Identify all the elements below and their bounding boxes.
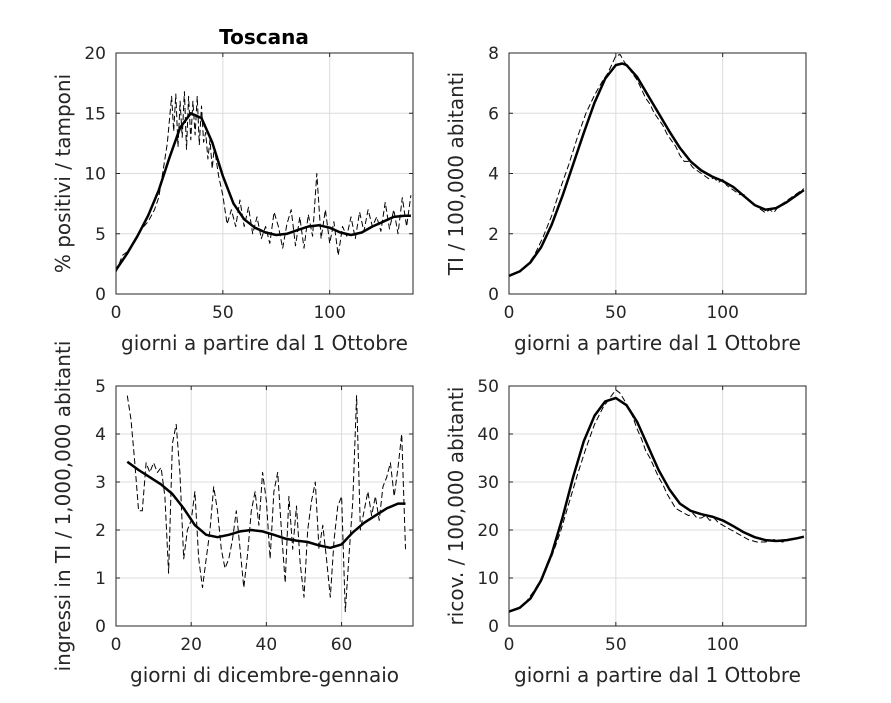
y-axis-label: ricov. / 100,000 abitanti: [444, 387, 468, 626]
subplot-4: 0 50 100 0 10 20 30 40 50 giorni a partire dal 1 …: [444, 377, 807, 687]
ytick-label: 5: [95, 377, 106, 397]
xtick-label: 100: [706, 635, 738, 655]
xtick-label: 0: [504, 303, 515, 323]
plot-area: [509, 386, 806, 626]
ytick-label: 2: [488, 225, 499, 245]
xtick-label: 20: [180, 635, 202, 655]
x-axis-label: giorni a partire dal 1 Ottobre: [121, 331, 408, 355]
ytick-label: 8: [488, 44, 499, 64]
ytick-label: 10: [477, 569, 499, 589]
xtick-label: 50: [605, 635, 627, 655]
xtick-label: 60: [331, 635, 353, 655]
xtick-label: 50: [605, 303, 627, 323]
ytick-label: 0: [488, 617, 499, 637]
subplot-1: 0 50 100 0 5 10 15 20 giorni a partire dal 1 Ott…: [51, 44, 414, 355]
ytick-label: 50: [477, 377, 499, 397]
y-axis-label: ingressi in TI / 1,000,000 abitanti: [51, 341, 75, 672]
y-axis-label: TI / 100,000 abitanti: [444, 72, 468, 276]
figure-title: Toscana: [219, 25, 309, 49]
xtick-label: 50: [212, 303, 234, 323]
ytick-label: 4: [488, 165, 499, 185]
series-smooth-solid: [509, 396, 805, 613]
ytick-label: 20: [477, 521, 499, 541]
xtick-label: 40: [256, 635, 278, 655]
ytick-label: 2: [95, 521, 106, 541]
axes-box: [508, 385, 807, 627]
ytick-label: 0: [95, 285, 106, 305]
x-axis-label: giorni di dicembre-gennaio: [130, 663, 399, 687]
series-raw-dashed: [509, 389, 804, 613]
plot-area: [116, 386, 413, 626]
ytick-label: 4: [95, 425, 106, 445]
subplot-3: 0 20 40 60 0 1 2 3 4 5 giorni di dicembre-gennaio i…: [51, 341, 414, 687]
series-raw-dashed: [116, 91, 412, 273]
ytick-label: 10: [84, 165, 106, 185]
xtick-label: 100: [706, 303, 738, 323]
ytick-label: 15: [84, 104, 106, 124]
ytick-label: 0: [488, 285, 499, 305]
xtick-label: 100: [313, 303, 345, 323]
subplot-2: 0 50 100 0 2 4 6 8 giorni a partire dal 1 Ottobr…: [444, 44, 807, 355]
x-axis-label: giorni a partire dal 1 Ottobre: [514, 663, 801, 687]
y-axis-label: % positivi / tamponi: [51, 74, 75, 273]
series-raw-dashed: [126, 395, 406, 613]
series-smooth-solid: [116, 112, 411, 271]
ytick-label: 1: [95, 569, 106, 589]
ytick-label: 0: [95, 617, 106, 637]
ytick-label: 3: [95, 473, 106, 493]
axes-box: [115, 385, 414, 627]
series-smooth-solid: [509, 62, 805, 278]
ytick-label: 6: [488, 104, 499, 124]
ytick-label: 5: [95, 225, 106, 245]
xtick-label: 0: [111, 635, 122, 655]
xtick-label: 0: [111, 303, 122, 323]
ytick-label: 20: [84, 44, 106, 64]
xtick-label: 0: [504, 635, 515, 655]
ytick-label: 30: [477, 473, 499, 493]
ytick-label: 40: [477, 425, 499, 445]
series-raw-dashed: [509, 54, 805, 277]
x-axis-label: giorni a partire dal 1 Ottobre: [514, 331, 801, 355]
series-smooth-solid: [126, 460, 406, 550]
